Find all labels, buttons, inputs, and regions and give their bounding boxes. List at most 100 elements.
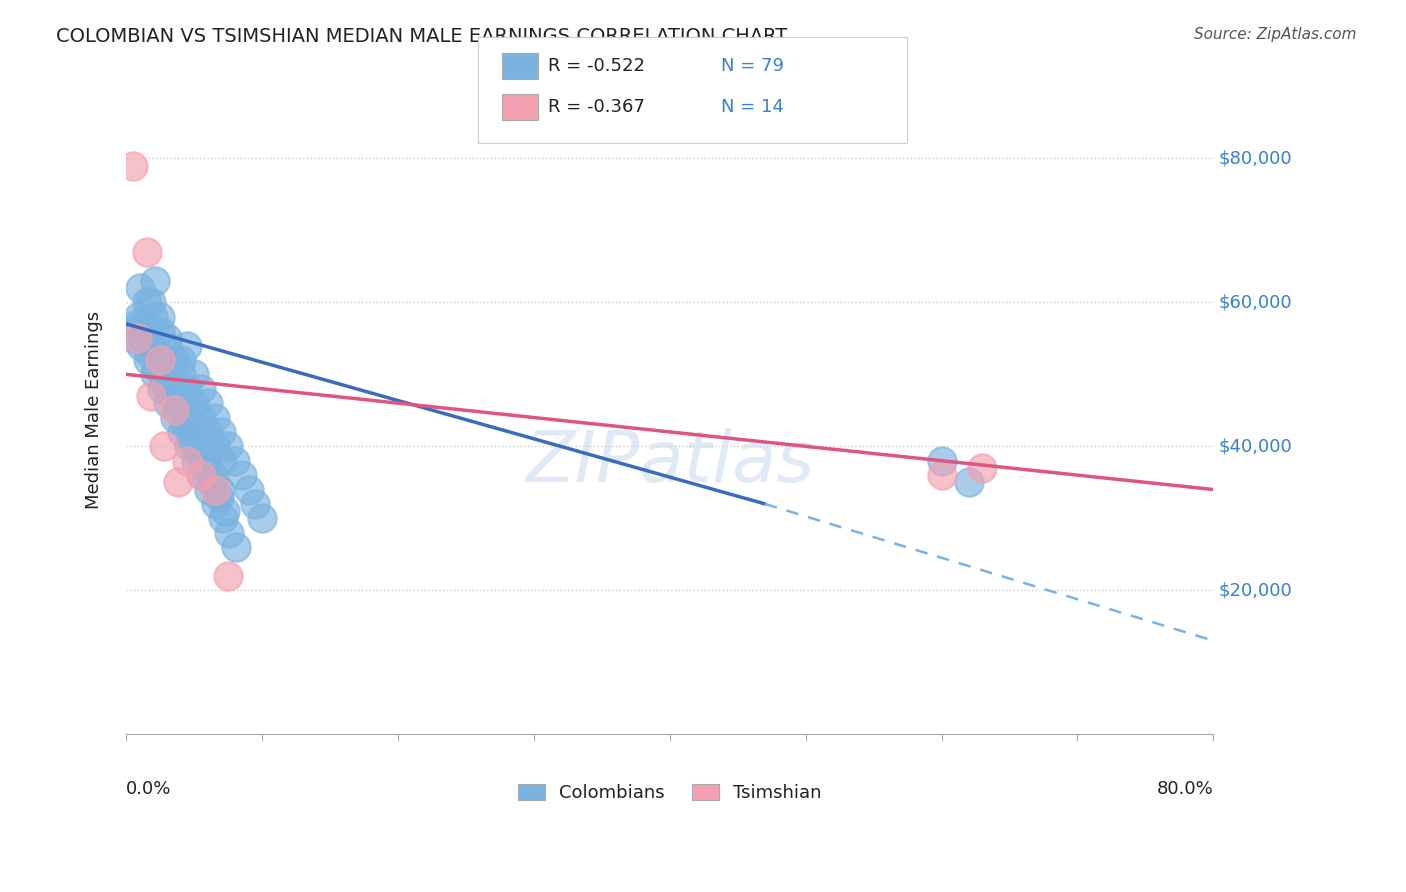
Point — [180, 432, 202, 446]
Point — [176, 454, 198, 468]
Point — [187, 446, 209, 460]
Point — [190, 382, 212, 396]
Point — [149, 324, 172, 338]
Point — [166, 475, 188, 490]
Point — [209, 454, 232, 468]
Point — [209, 425, 232, 439]
Point — [162, 382, 184, 396]
Point — [122, 159, 145, 173]
Point — [202, 468, 225, 483]
Point — [176, 382, 198, 396]
Text: Source: ZipAtlas.com: Source: ZipAtlas.com — [1194, 27, 1357, 42]
Point — [231, 468, 253, 483]
Point — [224, 454, 246, 468]
Point — [135, 295, 157, 310]
Point — [142, 310, 165, 324]
Point — [156, 331, 179, 345]
Point — [204, 439, 226, 453]
Point — [208, 483, 231, 497]
Point — [124, 324, 146, 338]
Point — [167, 396, 190, 410]
Point — [132, 331, 155, 345]
Point — [195, 454, 218, 468]
Point — [197, 396, 219, 410]
Point — [129, 338, 152, 352]
Point — [211, 511, 233, 525]
Point — [143, 368, 166, 382]
Point — [197, 425, 219, 439]
Point — [163, 353, 186, 368]
Point — [139, 295, 162, 310]
Point — [160, 389, 183, 403]
Point — [218, 525, 240, 540]
Point — [204, 483, 226, 497]
Point — [205, 497, 228, 511]
Point — [931, 454, 953, 468]
Point — [214, 504, 236, 518]
Point — [169, 368, 191, 382]
Point — [972, 461, 994, 475]
Text: R = -0.367: R = -0.367 — [548, 98, 645, 116]
Point — [128, 281, 150, 295]
Point — [127, 331, 149, 345]
Point — [217, 439, 239, 453]
Point — [238, 483, 260, 497]
Point — [149, 353, 172, 368]
Point — [141, 338, 163, 352]
Point — [245, 497, 267, 511]
Text: COLOMBIAN VS TSIMSHIAN MEDIAN MALE EARNINGS CORRELATION CHART: COLOMBIAN VS TSIMSHIAN MEDIAN MALE EARNI… — [56, 27, 787, 45]
Point — [122, 331, 145, 345]
Point — [163, 403, 186, 417]
Text: 0.0%: 0.0% — [127, 780, 172, 797]
Point — [138, 345, 160, 359]
Point — [131, 317, 153, 331]
Point — [225, 540, 247, 554]
Text: N = 79: N = 79 — [721, 57, 785, 75]
Text: $20,000: $20,000 — [1219, 582, 1292, 599]
Point — [157, 396, 180, 410]
Point — [145, 360, 167, 375]
Point — [148, 353, 170, 368]
Point — [201, 475, 224, 490]
Point — [150, 382, 173, 396]
Text: $40,000: $40,000 — [1219, 437, 1292, 455]
Point — [194, 461, 217, 475]
Point — [198, 483, 221, 497]
Point — [134, 324, 156, 338]
Point — [207, 490, 229, 504]
Point — [139, 389, 162, 403]
Point — [250, 511, 273, 525]
Point — [149, 310, 172, 324]
Point — [153, 439, 176, 453]
Point — [190, 410, 212, 425]
Text: $80,000: $80,000 — [1219, 149, 1292, 168]
Point — [143, 274, 166, 288]
Point — [156, 338, 179, 352]
Point — [173, 417, 195, 432]
Point — [183, 368, 205, 382]
Point — [217, 569, 239, 583]
Point — [155, 368, 177, 382]
Point — [135, 244, 157, 259]
Point — [127, 317, 149, 331]
Text: 80.0%: 80.0% — [1157, 780, 1213, 797]
Point — [931, 468, 953, 483]
Point — [957, 475, 980, 490]
Point — [191, 468, 214, 483]
Point — [170, 425, 193, 439]
Point — [166, 403, 188, 417]
Point — [165, 410, 187, 425]
Point — [153, 375, 176, 389]
Point — [136, 353, 159, 368]
Legend: Colombians, Tsimshian: Colombians, Tsimshian — [510, 777, 830, 810]
Point — [204, 410, 226, 425]
Y-axis label: Median Male Earnings: Median Male Earnings — [86, 311, 103, 509]
Point — [188, 439, 211, 453]
Point — [177, 439, 200, 453]
Text: N = 14: N = 14 — [721, 98, 785, 116]
Point — [181, 425, 204, 439]
Point — [169, 353, 191, 368]
Point — [183, 396, 205, 410]
Text: $60,000: $60,000 — [1219, 293, 1292, 311]
Point — [127, 310, 149, 324]
